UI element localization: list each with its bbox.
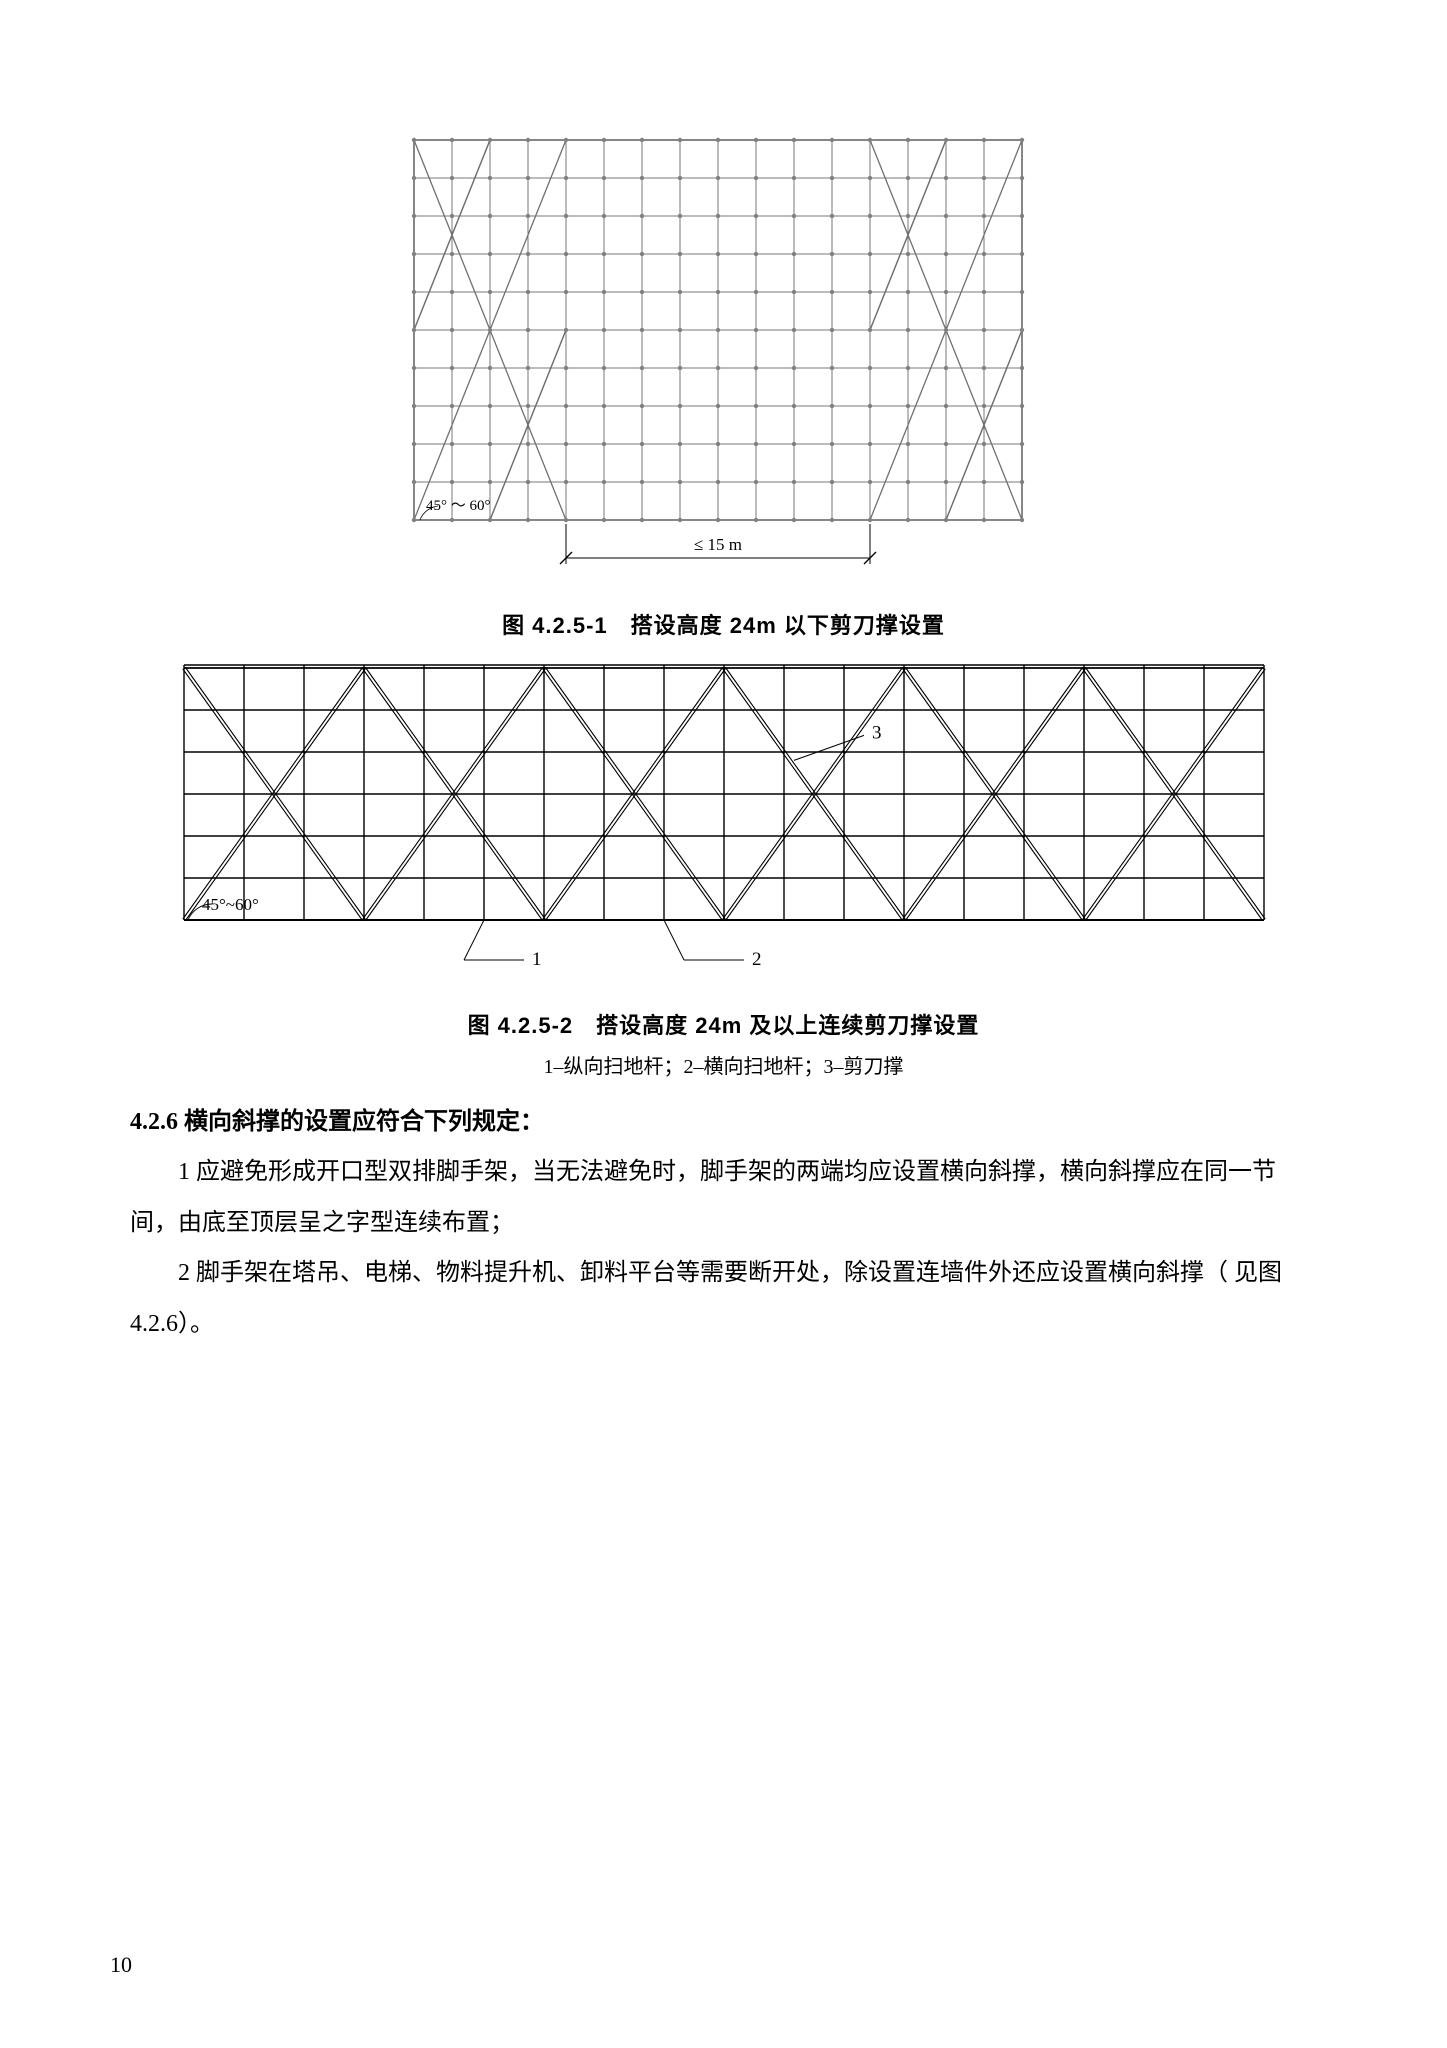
figure-1-svg: 45° ～ 60°≤ 15 m (344, 120, 1104, 590)
figure-4-2-5-1: 45° ～ 60°≤ 15 m 图 4.2.5-1 搭设高度 24m 以下剪刀撑… (344, 0, 1104, 640)
page: 45° ～ 60°≤ 15 m 图 4.2.5-1 搭设高度 24m 以下剪刀撑… (0, 0, 1447, 2048)
page-number: 10 (110, 1952, 132, 1978)
figure-2-svg: 45°~60° 3 1 2 (134, 650, 1314, 990)
svg-text:45°~60°: 45°~60° (202, 895, 259, 914)
section-4-2-6-p1: 1 应避免形成开口型双排脚手架，当无法避免时，脚手架的两端均应设置横向斜撑，横向… (130, 1147, 1317, 1248)
section-4-2-6: 4.2.6 横向斜撑的设置应符合下列规定： 1 应避免形成开口型双排脚手架，当无… (130, 1097, 1317, 1349)
svg-text:≤ 15 m: ≤ 15 m (693, 535, 741, 554)
section-4-2-6-head: 4.2.6 横向斜撑的设置应符合下列规定： (130, 1109, 544, 1135)
svg-text:2: 2 (752, 949, 762, 970)
figure-2-caption: 图 4.2.5-2 搭设高度 24m 及以上连续剪刀撑设置 (134, 1008, 1314, 1040)
figure-2-legend: 1–纵向扫地杆；2–横向扫地杆；3–剪刀撑 (134, 1050, 1314, 1079)
section-4-2-6-p2: 2 脚手架在塔吊、电梯、物料提升机、卸料平台等需要断开处，除设置连墙件外还应设置… (130, 1248, 1317, 1349)
svg-text:1: 1 (532, 949, 542, 970)
svg-text:3: 3 (872, 722, 882, 743)
figure-1-caption: 图 4.2.5-1 搭设高度 24m 以下剪刀撑设置 (344, 608, 1104, 640)
figure-4-2-5-2: 45°~60° 3 1 2 图 4.2.5-2 搭设高度 24m 及以上连续剪刀撑设置… (134, 650, 1314, 1079)
